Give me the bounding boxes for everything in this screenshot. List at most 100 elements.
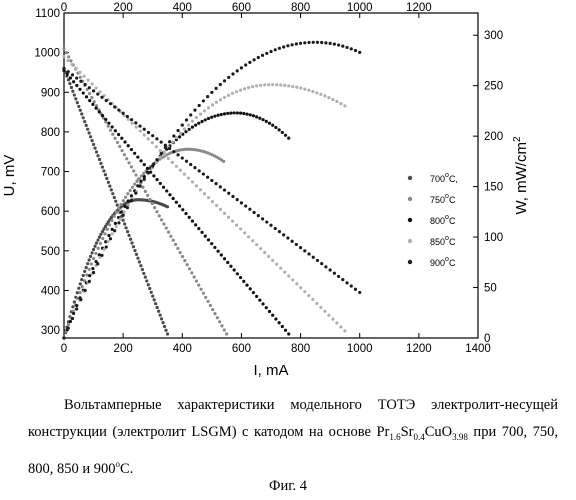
formula-part: 3.98 — [452, 432, 468, 442]
voltage-point — [282, 233, 285, 236]
voltage-point — [69, 76, 72, 79]
x-bottom-tick-label: 1200 — [406, 343, 432, 355]
voltage-point — [236, 198, 239, 201]
legend-temp: 900 — [430, 258, 445, 268]
voltage-point — [223, 188, 226, 191]
voltage-point — [283, 270, 286, 273]
power-point — [195, 116, 198, 119]
power-point — [115, 211, 118, 214]
power-point — [122, 214, 125, 217]
power-point — [126, 206, 129, 209]
voltage-point — [331, 318, 334, 321]
power-point — [345, 46, 348, 49]
voltage-point — [76, 101, 79, 104]
power-point — [243, 87, 246, 90]
voltage-point — [126, 230, 129, 233]
voltage-point — [213, 246, 216, 249]
voltage-point — [185, 160, 188, 163]
voltage-point — [168, 193, 171, 196]
voltage-point — [327, 314, 330, 317]
voltage-point — [70, 86, 73, 89]
power-point — [247, 86, 250, 89]
power-point — [303, 41, 306, 44]
voltage-point — [267, 255, 270, 258]
y-left-tick-label: 900 — [41, 87, 60, 99]
voltage-point — [215, 204, 218, 207]
voltage-point — [216, 316, 219, 319]
voltage-point — [133, 152, 136, 155]
voltage-point — [191, 219, 194, 222]
voltage-point — [99, 162, 102, 165]
voltage-point — [181, 255, 184, 258]
voltage-point — [107, 181, 110, 184]
y-right-tick-label: 150 — [484, 182, 503, 194]
power-point — [96, 262, 99, 265]
voltage-point — [116, 141, 119, 144]
legend-marker-800 — [408, 218, 412, 222]
voltage-point — [147, 131, 150, 134]
voltage-point — [172, 239, 175, 242]
voltage-point — [98, 110, 101, 113]
voltage-point — [207, 196, 210, 199]
voltage-point — [251, 239, 254, 242]
power-point — [343, 104, 346, 107]
legend-temp: 700 — [430, 174, 445, 184]
x-top-tick-label: 1200 — [406, 2, 432, 14]
voltage-point — [104, 173, 107, 176]
power-point — [89, 255, 92, 258]
voltage-point — [333, 272, 336, 275]
voltage-point — [303, 290, 306, 293]
voltage-point — [175, 165, 178, 168]
voltage-point — [82, 75, 85, 78]
voltage-point — [72, 80, 75, 83]
voltage-point — [287, 274, 290, 277]
voltage-point — [227, 216, 230, 219]
voltage-point — [73, 93, 76, 96]
voltage-point — [211, 200, 214, 203]
y-right-tick-label: 200 — [484, 131, 503, 143]
voltage-point — [95, 107, 98, 110]
voltage-point — [183, 173, 186, 176]
voltage-point — [92, 143, 95, 146]
voltage-point — [156, 178, 159, 181]
voltage-point — [138, 260, 141, 263]
voltage-point — [164, 329, 167, 332]
voltage-point — [235, 223, 238, 226]
legend-marker-900 — [408, 260, 412, 264]
power-point — [303, 87, 306, 90]
voltage-point — [329, 268, 332, 271]
voltage-point — [163, 325, 166, 328]
voltage-point — [127, 118, 130, 121]
power-point — [95, 241, 98, 244]
voltage-point — [69, 59, 72, 62]
voltage-point — [95, 86, 98, 89]
voltage-point — [284, 329, 287, 332]
power-point — [222, 160, 225, 163]
voltage-point — [339, 325, 342, 328]
power-point — [226, 112, 229, 115]
power-point — [248, 61, 251, 64]
power-point — [110, 219, 113, 222]
power-point — [155, 161, 158, 164]
power-point — [79, 282, 82, 285]
x-bottom-tick-label: 200 — [114, 343, 133, 355]
voltage-point — [358, 291, 361, 294]
power-point — [113, 229, 116, 232]
power-point — [335, 100, 338, 103]
power-point — [87, 268, 90, 271]
voltage-point — [243, 231, 246, 234]
power-point — [97, 247, 100, 250]
power-point — [339, 102, 342, 105]
voltage-point — [335, 321, 338, 324]
power-point — [251, 85, 254, 88]
y-right-tick-label: 50 — [484, 283, 497, 295]
figure-caption: Вольтамперные характеристики модельного … — [28, 392, 558, 483]
voltage-point — [303, 249, 306, 252]
voltage-point — [135, 253, 138, 256]
voltage-point — [144, 276, 147, 279]
voltage-point — [62, 67, 65, 70]
legend-label-700: 700oC, — [430, 172, 458, 184]
voltage-point — [165, 226, 168, 229]
power-point — [164, 146, 167, 149]
voltage-point — [123, 222, 126, 225]
